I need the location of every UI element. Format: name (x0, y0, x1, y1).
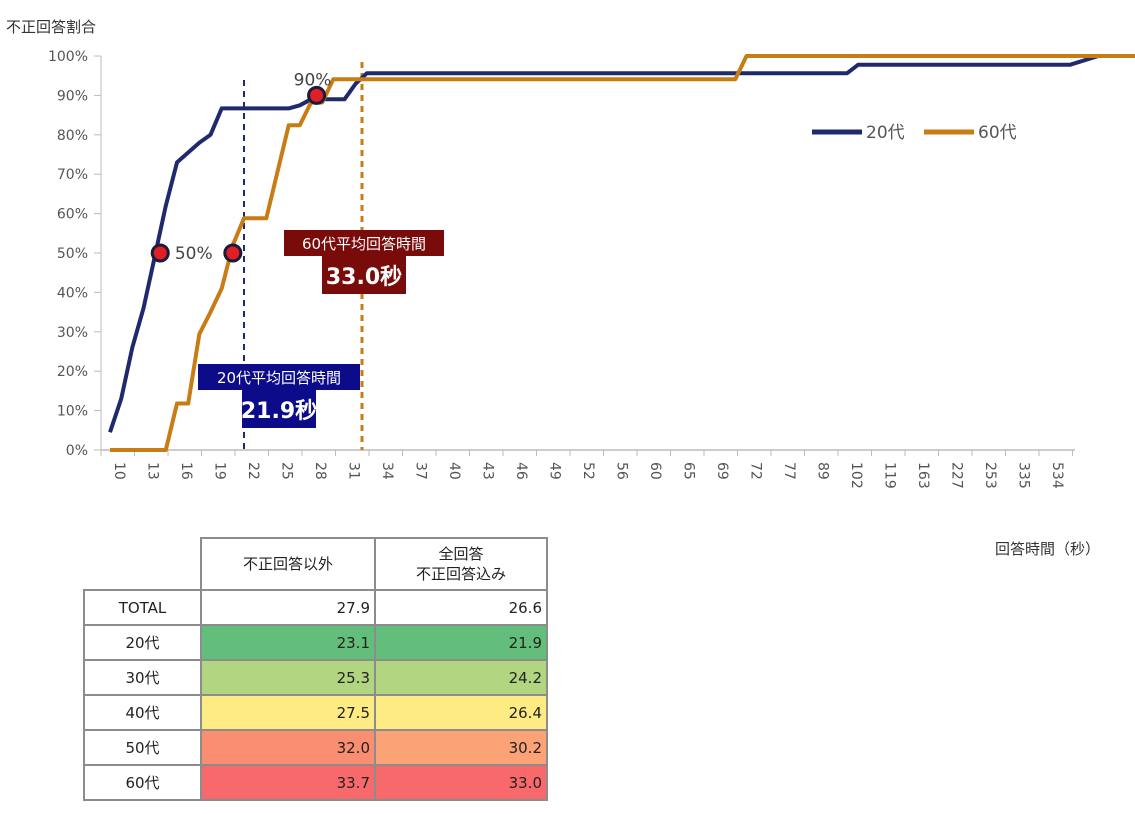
marker-label: 90% (294, 70, 332, 90)
threshold-marker (223, 243, 243, 263)
y-tick-label: 20% (57, 364, 88, 380)
y-tick-label: 60% (57, 207, 88, 223)
y-axis-ticks: 0% 10% 20% 30% 40% 50% 60% 70% 80% 90% 100% (48, 49, 102, 459)
x-axis (100, 449, 1075, 456)
y-tick-label: 10% (57, 404, 88, 420)
value-all: 33.0 (374, 764, 548, 801)
average-label: 20代平均回答時間 (217, 369, 341, 387)
x-tick-label: 335 (1016, 462, 1032, 489)
x-tick-label: 253 (982, 462, 998, 489)
series-lines (108, 54, 1135, 452)
value-all: 26.4 (374, 694, 548, 731)
value-all: 21.9 (374, 624, 548, 661)
threshold-markers: 50% 90% (150, 70, 332, 264)
table-row: 40代 27.5 26.4 (83, 694, 548, 731)
x-tick-label: 77 (781, 462, 797, 480)
x-axis-label: 回答時間（秒） (995, 540, 1101, 558)
table-header-all: 全回答 不正回答込み (374, 537, 548, 591)
y-tick-label: 50% (57, 246, 88, 262)
series-line (110, 54, 1135, 452)
value-all: 26.6 (374, 589, 548, 626)
cdf-line-chart: 不正回答割合 0%10%20%30%40%50%60%70%80%90%100%… (6, 18, 1135, 489)
value-excluding: 23.1 (200, 624, 376, 661)
value-excluding: 33.7 (200, 764, 376, 801)
row-label: 60代 (83, 764, 202, 801)
table-row: 20代 23.1 21.9 (83, 624, 548, 661)
table-header-excluding: 不正回答以外 (200, 537, 376, 591)
x-tick-label: 119 (882, 462, 898, 489)
table-header-line: 不正回答込み (415, 565, 506, 583)
average-value: 21.9秒 (241, 399, 317, 424)
x-tick-label: 52 (580, 462, 596, 480)
row-label: 20代 (83, 624, 202, 661)
y-tick-label: 100% (48, 49, 88, 65)
average-label: 60代平均回答時間 (302, 235, 426, 253)
x-tick-label: 534 (1049, 462, 1065, 489)
row-label: TOTAL (83, 589, 202, 626)
value-excluding: 32.0 (200, 729, 376, 766)
x-tick-label: 31 (346, 462, 362, 480)
table-row: 60代 33.7 33.0 (83, 764, 548, 801)
table-row: TOTAL 27.9 26.6 (83, 589, 548, 626)
average-labels: 20代平均回答時間 21.9秒 60代平均回答時間 33.0秒 (198, 230, 444, 428)
y-tick-label: 80% (57, 128, 88, 144)
threshold-marker (150, 243, 170, 263)
legend: 20代 60代 (812, 123, 1017, 143)
x-tick-label: 40 (446, 462, 462, 480)
value-excluding: 27.9 (200, 589, 376, 626)
marker-label: 50% (175, 244, 213, 264)
x-tick-label: 10 (111, 462, 127, 480)
x-tick-label: 46 (513, 462, 529, 480)
value-excluding: 25.3 (200, 659, 376, 696)
x-tick-label: 65 (681, 462, 697, 480)
row-label: 50代 (83, 729, 202, 766)
value-excluding: 27.5 (200, 694, 376, 731)
x-tick-label: 163 (915, 462, 931, 489)
x-tick-label: 28 (312, 462, 328, 480)
y-axis-label: 不正回答割合 (6, 18, 96, 36)
x-tick-label: 13 (145, 462, 161, 480)
x-tick-label: 22 (245, 462, 261, 480)
x-tick-label: 25 (279, 462, 295, 480)
x-axis-ticks: 10 13 16 19 22 25 28 31 34 37 40 43 46 49 52 56 60 65 69 72… (111, 462, 1065, 489)
average-label-box (198, 364, 360, 390)
table-header-line: 全回答 (438, 545, 484, 563)
x-tick-label: 89 (815, 462, 831, 480)
row-label: 30代 (83, 659, 202, 696)
value-all: 24.2 (374, 659, 548, 696)
x-tick-label: 19 (212, 462, 228, 480)
x-tick-label: 102 (848, 462, 864, 489)
x-tick-label: 49 (547, 462, 563, 480)
x-tick-label: 43 (480, 462, 496, 480)
x-tick-label: 72 (748, 462, 764, 480)
row-label: 40代 (83, 694, 202, 731)
x-tick-label: 37 (413, 462, 429, 480)
average-value-box (322, 256, 406, 294)
average-value-box (242, 390, 316, 428)
y-tick-label: 0% (66, 443, 88, 459)
x-tick-label: 16 (178, 462, 194, 480)
legend-entry: 20代 (866, 123, 905, 143)
series-line (108, 54, 1135, 433)
x-tick-label: 69 (714, 462, 730, 480)
legend-entry: 60代 (978, 123, 1017, 143)
y-tick-label: 40% (57, 285, 88, 301)
y-tick-label: 70% (57, 167, 88, 183)
average-value: 33.0秒 (326, 265, 402, 290)
table-corner (84, 538, 202, 591)
x-tick-label: 56 (614, 462, 630, 480)
x-tick-label: 227 (949, 462, 965, 489)
value-all: 30.2 (374, 729, 548, 766)
threshold-marker (307, 85, 327, 105)
x-tick-label: 60 (647, 462, 663, 480)
average-time-table: 不正回答以外 全回答 不正回答込み TOTAL 27.9 26.6 20代 23.1 21.… (83, 537, 548, 801)
table-row: 30代 25.3 24.2 (83, 659, 548, 696)
average-label-box (284, 230, 444, 256)
y-tick-label: 30% (57, 325, 88, 341)
y-tick-label: 90% (57, 88, 88, 104)
table-row: 50代 32.0 30.2 (83, 729, 548, 766)
x-tick-label: 34 (379, 462, 395, 480)
